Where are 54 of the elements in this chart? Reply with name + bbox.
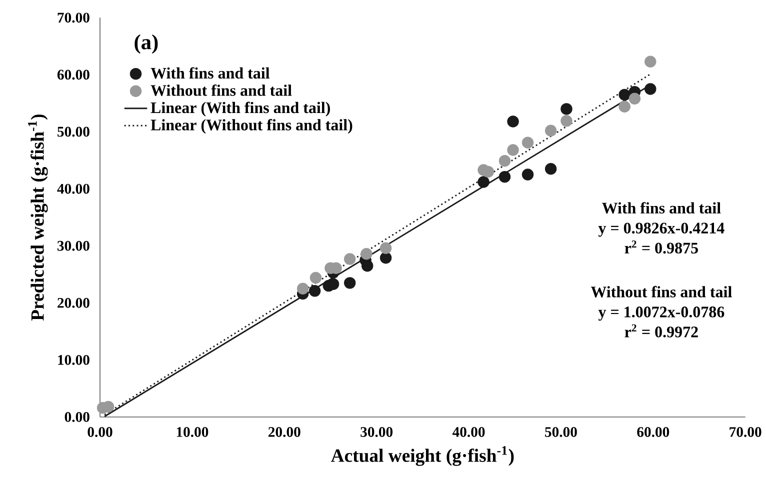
point <box>360 248 372 260</box>
y-tick-label: 60.00 <box>57 70 90 80</box>
annotation: r$^{2}$ = 0.9875 <box>624 240 698 254</box>
y-tick-label: 0.00 <box>64 412 90 422</box>
y-tick-label: 50.00 <box>58 126 90 137</box>
point <box>380 252 392 264</box>
point <box>308 285 321 297</box>
point <box>310 272 322 284</box>
point <box>618 88 630 101</box>
point <box>344 253 356 265</box>
point <box>644 56 656 68</box>
annotation: With fins and tail <box>602 202 721 214</box>
x-axis-title: Actual weight (g·fish$^{-1}$) <box>331 446 514 466</box>
point <box>498 154 511 167</box>
x-tick-label: 10.00 <box>176 427 208 438</box>
x-tick-label: 70.00 <box>730 427 762 438</box>
point <box>482 166 494 178</box>
legend-label: Linear (Without fins and tail) <box>150 118 352 134</box>
y-tick-label: 70.00 <box>58 12 90 23</box>
point <box>560 115 572 127</box>
y-tick-label: 30.00 <box>58 240 90 251</box>
point <box>296 282 309 295</box>
x-tick-label: 20.00 <box>268 427 300 438</box>
y-tick-label: 10.00 <box>58 354 90 365</box>
x-tick-label: 0.00 <box>88 427 112 438</box>
point <box>544 162 557 175</box>
y-tick-label: 20.00 <box>58 298 90 308</box>
point <box>522 136 534 148</box>
point <box>544 124 557 136</box>
point <box>507 116 519 128</box>
legend-label: Without fins and tail <box>150 84 292 96</box>
point <box>522 168 534 180</box>
x-tick-label: 60.00 <box>637 427 670 438</box>
annotation: Without fins and tail <box>590 286 732 298</box>
x-tick-label: 30.00 <box>360 427 393 438</box>
point <box>344 277 356 289</box>
point <box>560 103 572 115</box>
legend-label: With fins and tail <box>150 67 270 79</box>
text: (a) <box>134 34 158 54</box>
legend-label: Linear (With fins and tail) <box>150 102 330 116</box>
point <box>498 170 511 183</box>
point <box>478 176 490 188</box>
point <box>628 92 641 105</box>
point <box>380 242 392 254</box>
x-tick-label: 50.00 <box>545 427 577 438</box>
point <box>644 83 656 95</box>
annotation: y = 1.0072x-0.0786 <box>598 306 724 321</box>
annotation: r$^{2}$ = 0.9972 <box>624 324 698 338</box>
annotation: y = 0.9826x-0.4214 <box>598 222 724 237</box>
point <box>618 100 630 113</box>
y-tick-label: 40.00 <box>57 184 90 194</box>
point <box>507 144 519 156</box>
x-tick-label: 40.00 <box>452 427 485 438</box>
y-axis-title: Predicted weight (g·fish$^{-1}$) <box>28 114 48 321</box>
